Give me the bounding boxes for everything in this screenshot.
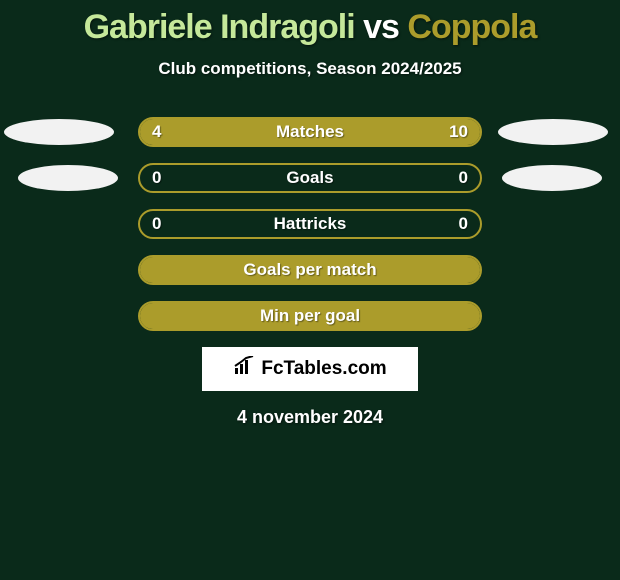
player1-badge xyxy=(18,165,118,191)
stat-row-hattricks: 0 Hattricks 0 xyxy=(0,209,620,239)
stat-row-goals: 0 Goals 0 xyxy=(0,163,620,193)
stat-label: Min per goal xyxy=(140,303,480,329)
stat-value-right: 0 xyxy=(459,165,468,191)
stat-bar: 0 Hattricks 0 xyxy=(138,209,482,239)
comparison-title: Gabriele Indragoli vs Coppola xyxy=(0,0,620,47)
logo-text: FcTables.com xyxy=(261,358,386,379)
player2-badge xyxy=(502,165,602,191)
stat-value-right: 10 xyxy=(449,119,468,145)
stat-bar: Goals per match xyxy=(138,255,482,285)
player1-name: Gabriele Indragoli xyxy=(84,8,355,46)
subtitle: Club competitions, Season 2024/2025 xyxy=(0,59,620,79)
player1-badge xyxy=(4,119,114,145)
stat-label: Goals per match xyxy=(140,257,480,283)
stat-row-matches: 4 Matches 10 xyxy=(0,117,620,147)
stat-rows: 4 Matches 10 0 Goals 0 0 Hattricks 0 Goa… xyxy=(0,117,620,331)
player2-name: Coppola xyxy=(407,8,536,46)
stat-row-mpg: Min per goal xyxy=(0,301,620,331)
stat-label: Hattricks xyxy=(140,211,480,237)
vs-text: vs xyxy=(363,8,399,46)
stat-label: Matches xyxy=(140,119,480,145)
stat-row-gpm: Goals per match xyxy=(0,255,620,285)
stat-label: Goals xyxy=(140,165,480,191)
chart-icon xyxy=(233,347,255,391)
fctables-logo[interactable]: FcTables.com xyxy=(202,347,418,391)
stat-value-right: 0 xyxy=(459,211,468,237)
stat-bar: Min per goal xyxy=(138,301,482,331)
stat-bar: 4 Matches 10 xyxy=(138,117,482,147)
date-text: 4 november 2024 xyxy=(0,407,620,428)
player2-badge xyxy=(498,119,608,145)
stat-bar: 0 Goals 0 xyxy=(138,163,482,193)
